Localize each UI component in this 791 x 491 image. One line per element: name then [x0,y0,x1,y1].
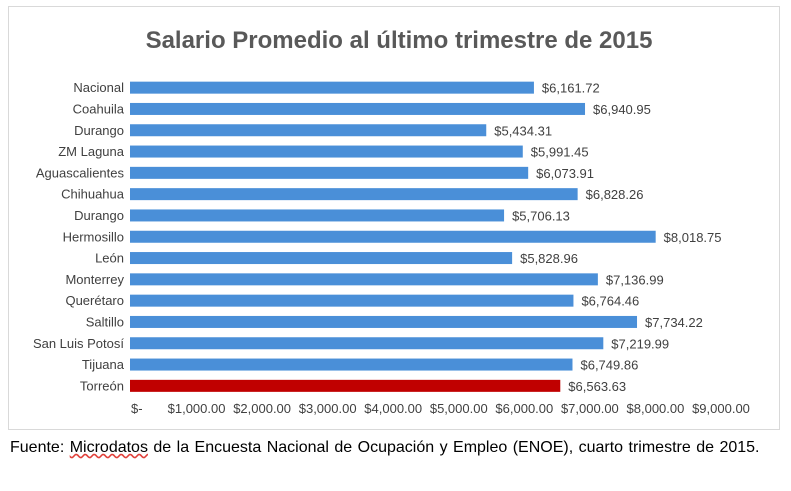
bar [130,315,638,328]
chart-frame: Salario Promedio al último trimestre de … [8,6,780,430]
x-tick-label: $2,000.00 [233,401,291,416]
bar [130,273,598,286]
category-label: Querétaro [65,293,124,308]
bar [130,102,586,115]
x-tick-label: $8,000.00 [627,401,685,416]
value-label: $5,991.45 [531,145,589,160]
value-label: $7,734.22 [645,315,703,330]
category-label: Torreón [80,378,124,393]
bar [130,145,523,158]
bar-chart: Salario Promedio al último trimestre de … [33,27,750,416]
category-label: León [95,251,124,266]
category-label: Chihuahua [61,187,125,202]
category-label: Tijuana [82,357,125,372]
x-axis: $- $1,000.00 $2,000.00 $3,000.00 $4,000.00 $5… [131,401,750,416]
x-tick-label: $5,000.00 [430,401,488,416]
bar [130,294,574,307]
value-label: $6,161.72 [542,81,600,96]
category-label: Durango [74,123,124,138]
category-label: Coahuila [73,101,125,116]
source-underlined-word: Microdatos [69,439,148,456]
value-label: $6,828.26 [586,187,644,202]
value-label: $6,073.91 [536,166,594,181]
bar [130,209,505,222]
source-note: Fuente: Microdatos de la Encuesta Nacion… [10,436,780,459]
bar [130,124,487,137]
x-tick-label: $- [131,401,143,416]
x-tick-label: $1,000.00 [168,401,226,416]
x-tick-label: $3,000.00 [299,401,357,416]
value-label: $5,434.31 [494,123,552,138]
x-tick-label: $7,000.00 [561,401,619,416]
bar [130,81,534,94]
value-label: $5,706.13 [512,208,570,223]
category-label: Saltillo [86,314,124,329]
bar [130,358,573,371]
bars-layer: Nacional $6,161.72 Coahuila $6,940.95 Durang… [33,80,722,394]
category-label: Aguascalientes [36,165,125,180]
bar [130,230,656,243]
bar [130,337,604,350]
x-tick-label: $9,000.00 [692,401,750,416]
category-label: Monterrey [65,272,124,287]
category-label: ZM Laguna [58,144,125,159]
value-label: $6,764.46 [581,294,639,309]
value-label: $6,749.86 [580,358,638,373]
value-label: $7,136.99 [606,272,664,287]
x-tick-label: $6,000.00 [495,401,553,416]
value-label: $6,563.63 [568,379,626,394]
value-label: $6,940.95 [593,102,651,117]
x-tick-label: $4,000.00 [364,401,422,416]
value-label: $8,018.75 [664,230,722,245]
bar [130,379,561,392]
bar [130,188,578,201]
source-rest: de la Encuesta Nacional de Ocupación y E… [147,439,760,456]
category-label: Nacional [73,80,124,95]
bar [130,252,513,265]
category-label: Durango [74,208,124,223]
value-label: $7,219.99 [611,336,669,351]
category-label: San Luis Potosí [33,336,124,351]
chart-title: Salario Promedio al último trimestre de … [146,27,653,54]
bar [130,166,529,179]
source-prefix: Fuente: [10,439,70,456]
value-label: $5,828.96 [520,251,578,266]
category-label: Hermosillo [63,229,124,244]
